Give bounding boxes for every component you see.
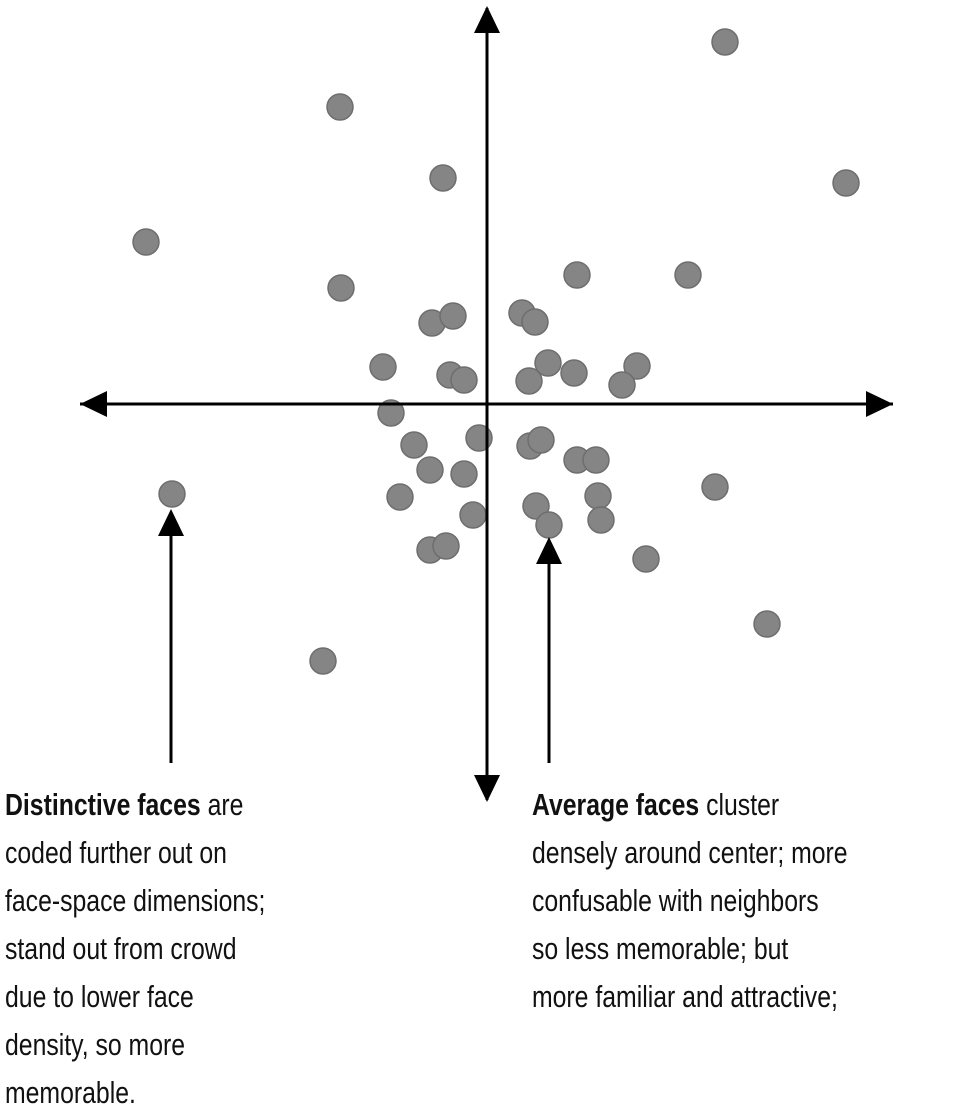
annotation-line: due to lower face [5, 979, 194, 1013]
face-dot [527, 426, 555, 454]
annotation-line: densely around center; more [532, 835, 848, 869]
face-dot [416, 456, 444, 484]
face-dot [674, 261, 702, 289]
annotation: Distinctive faces are coded further out o… [5, 787, 265, 1109]
face-dot [369, 353, 397, 381]
face-dot [584, 482, 612, 510]
face-dot [534, 349, 562, 377]
annotation-lead: Average faces [532, 787, 699, 821]
face-dot [377, 399, 405, 427]
annotation-line: stand out from crowd [5, 931, 236, 965]
annotation-line: Distinctive faces are [5, 787, 243, 821]
face-dot [753, 610, 781, 638]
annotation-line: Average faces cluster [532, 787, 779, 821]
face-dot [450, 366, 478, 394]
face-dot [623, 352, 651, 380]
face-dot [560, 359, 588, 387]
face-dot [563, 261, 591, 289]
face-dot [326, 93, 354, 121]
annotation-line: confusable with neighbors [532, 883, 819, 917]
annotation: Average faces cluster densely around cent… [532, 787, 848, 1013]
annotation-line: coded further out on [5, 835, 227, 869]
face-dot [158, 480, 186, 508]
annotation-text: cluster [706, 787, 779, 821]
face-dot [327, 274, 355, 302]
annotation-line: more familiar and attractive; [532, 979, 838, 1013]
face-dot [701, 473, 729, 501]
annotation-line: memorable. [5, 1075, 136, 1109]
face-dot [515, 367, 543, 395]
face-dot [386, 483, 414, 511]
face-dot [832, 169, 860, 197]
face-dot [450, 460, 478, 488]
face-dot [632, 545, 660, 573]
face-dot [522, 492, 550, 520]
annotation-line: face-space dimensions; [5, 883, 265, 917]
face-dot [439, 302, 467, 330]
annotation-line: so less memorable; but [532, 931, 788, 965]
face-dot [429, 164, 457, 192]
annotation-line: density, so more [5, 1027, 185, 1061]
annotation-lead: Distinctive faces [5, 787, 201, 821]
face-dot [400, 431, 428, 459]
face-dot [582, 446, 610, 474]
face-dot [521, 308, 549, 336]
face-dot [535, 511, 563, 539]
face-dot [608, 371, 636, 399]
pointer-head [158, 509, 184, 536]
face-dot [459, 501, 487, 529]
face-dot [432, 532, 460, 560]
face-dot [587, 506, 615, 534]
face-dot [309, 647, 337, 675]
face-dot [132, 228, 160, 256]
pointer-head [536, 537, 562, 564]
face-points [132, 28, 860, 675]
face-dot [711, 28, 739, 56]
annotation-text: are [208, 787, 244, 821]
